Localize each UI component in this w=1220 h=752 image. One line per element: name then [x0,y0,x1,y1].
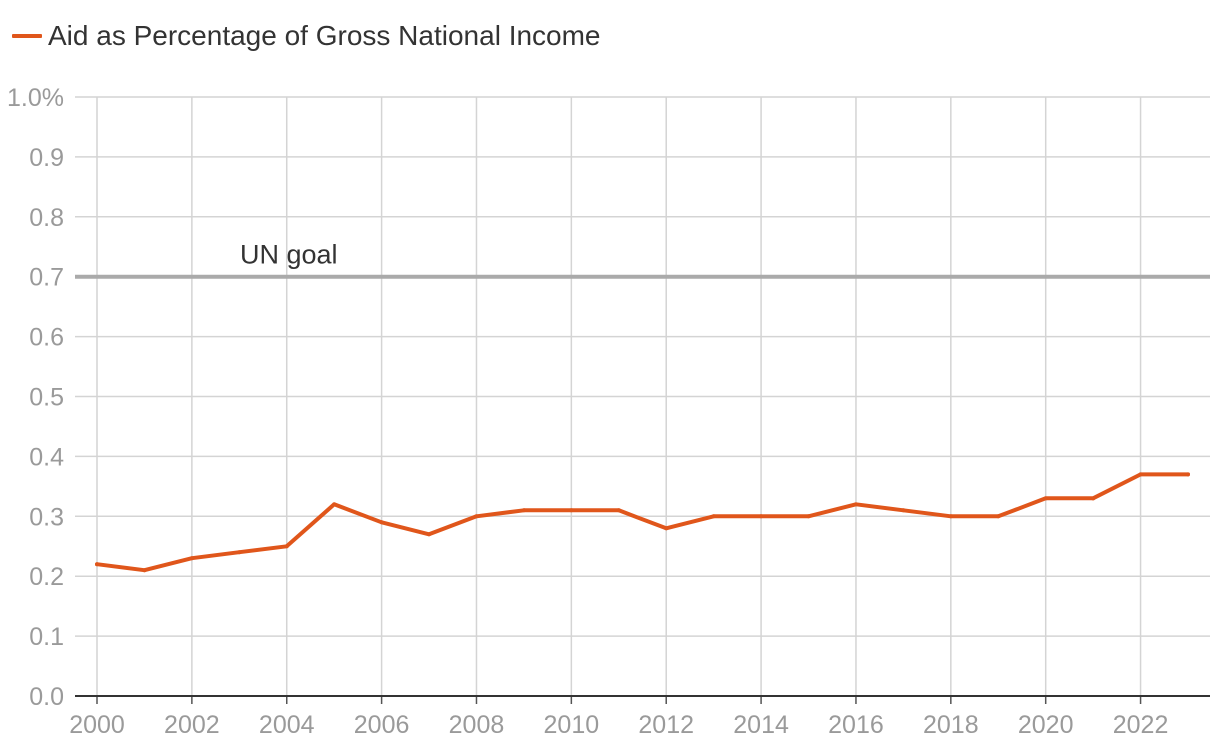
un-goal-label: UN goal [240,240,338,270]
legend: Aid as Percentage of Gross National Inco… [12,18,601,54]
data-point [474,514,479,519]
x-tick-label: 2010 [544,711,600,739]
data-point [332,502,337,507]
x-tick-label: 2002 [164,711,220,739]
series-line [95,472,1190,573]
x-tick-label: 2018 [923,711,979,739]
data-point [711,514,716,519]
data-point [379,520,384,525]
x-tick-label: 2016 [828,711,884,739]
data-point [948,514,953,519]
x-tick-label: 2022 [1113,711,1169,739]
y-tick-label: 0.2 [29,563,64,591]
y-tick-label: 0.6 [29,324,64,352]
x-tick-label: 2014 [733,711,789,739]
legend-label: Aid as Percentage of Gross National Inco… [48,20,601,51]
legend-swatch [12,34,42,38]
data-point [759,514,764,519]
x-tick-label: 2008 [449,711,505,739]
data-point [521,508,526,513]
y-tick-labels: 0.0 0.1 0.2 0.3 0.4 0.5 0.6 0.7 0.8 0.9 1.0% [7,84,64,711]
y-tick-label: 0.1 [29,623,64,651]
x-tick-labels: 2000 2002 2004 2006 2008 2010 2012 2014 2016 2018… [69,711,1168,739]
data-point [664,526,669,531]
y-tick-label: 0.5 [29,384,64,412]
data-point [901,508,906,513]
y-tick-label: 1.0% [7,84,64,112]
y-tick-label: 0.7 [29,264,64,292]
data-point [806,514,811,519]
x-tick-label: 2020 [1018,711,1074,739]
x-tick-label: 2004 [259,711,315,739]
data-point [189,556,194,561]
grid-lines [75,96,1210,696]
data-point [1186,472,1190,477]
y-tick-label: 0.9 [29,144,64,172]
data-point [1043,496,1048,501]
x-tick-label: 2006 [354,711,410,739]
data-point [284,544,289,549]
x-tick-label: 2000 [69,711,125,739]
data-point [142,568,147,573]
data-point [427,532,432,537]
data-point [1138,472,1143,477]
data-point [996,514,1001,519]
data-point [569,508,574,513]
y-tick-label: 0.0 [29,683,64,711]
data-point [853,502,858,507]
data-point [237,550,242,555]
data-point [95,562,99,567]
data-point [1091,496,1096,501]
series-group [95,472,1190,573]
axes [75,695,1210,704]
y-tick-label: 0.3 [29,503,64,531]
data-point [616,508,621,513]
y-tick-label: 0.4 [29,443,64,471]
y-tick-label: 0.8 [29,204,64,232]
reference-line-group: UN goal [75,240,1210,279]
x-tick-label: 2012 [638,711,694,739]
